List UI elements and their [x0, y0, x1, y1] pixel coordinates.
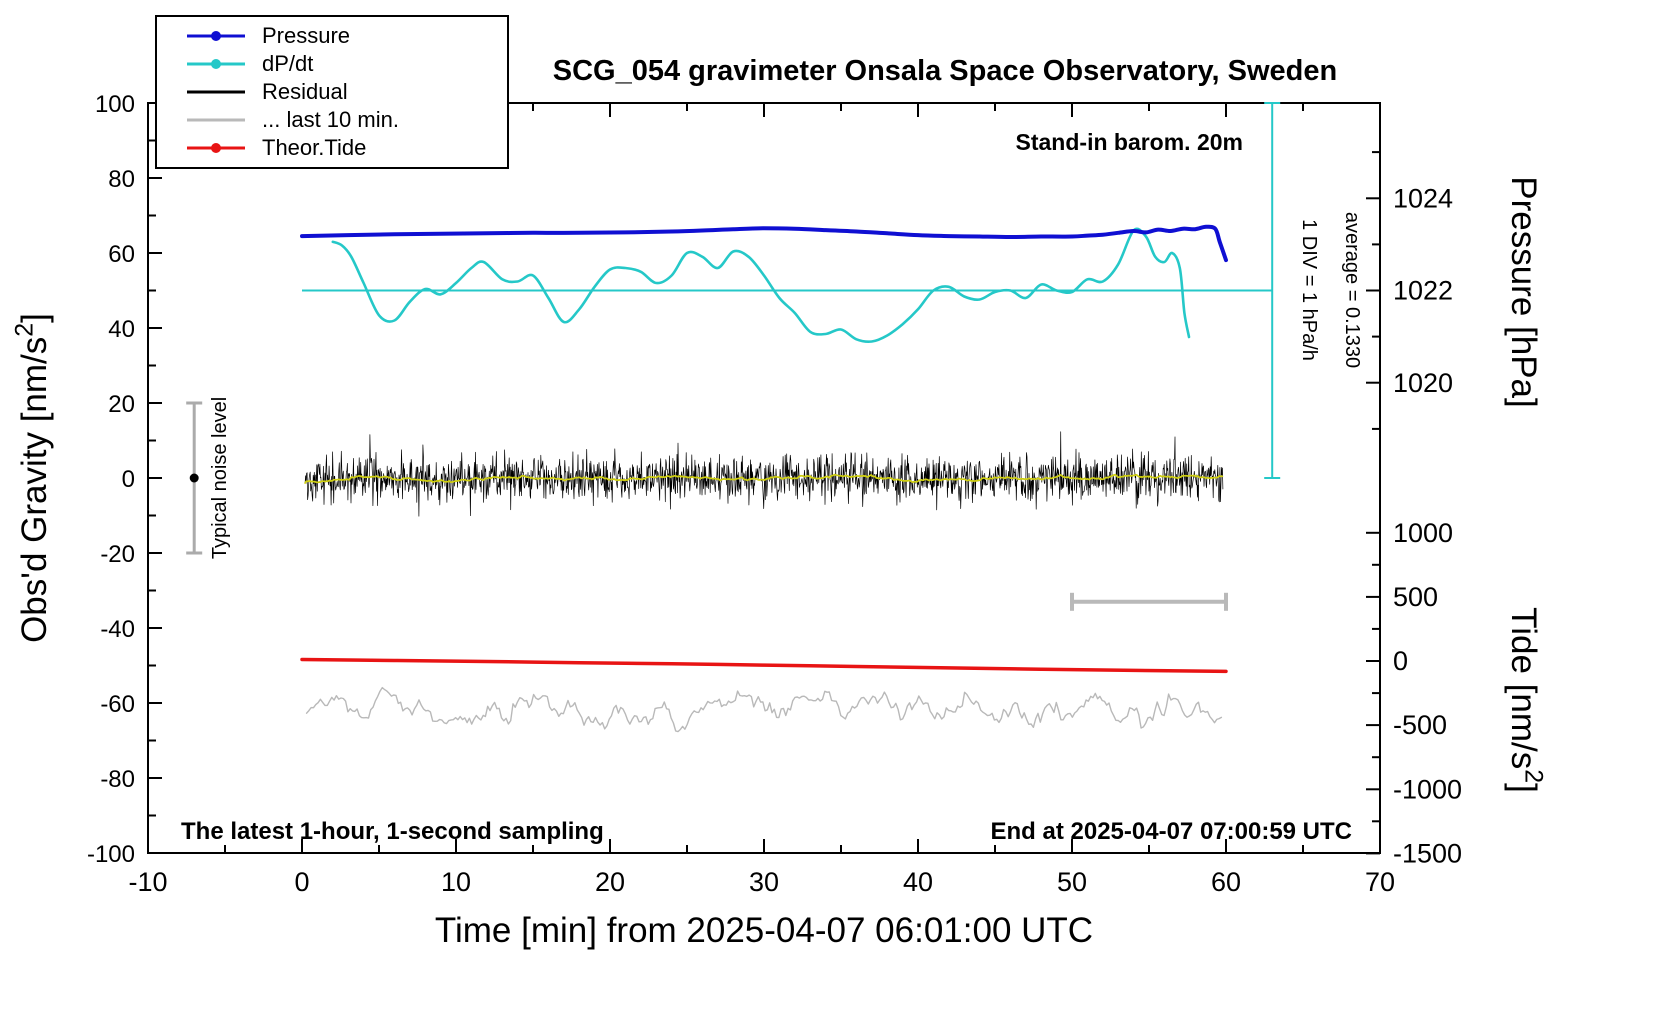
- tide-tick-label: 1000: [1393, 518, 1453, 548]
- gravity-tick-label: -100: [87, 841, 135, 868]
- labels-group: SCG_054 gravimeter Onsala Space Observat…: [11, 55, 1548, 950]
- legend-marker-dot: [211, 59, 221, 69]
- legend-label: Residual: [262, 79, 348, 104]
- series-dp-dt: [331, 227, 1191, 343]
- legend-item-dp-dt: dP/dt: [157, 51, 507, 78]
- legend-label: dP/dt: [262, 51, 314, 76]
- x-tick-label: 60: [1211, 867, 1241, 897]
- x-tick-label: 20: [595, 867, 625, 897]
- legend-item-residual: Residual: [157, 79, 507, 106]
- legend-swatch: [187, 142, 245, 154]
- gravity-tick-label: -60: [100, 691, 135, 718]
- markers-group: [186, 401, 1228, 611]
- pressure-tick-label: 1022: [1393, 276, 1453, 306]
- gravity-tick-label: 0: [122, 466, 135, 493]
- end-note: End at 2025-04-07 07:00:59 UTC: [991, 818, 1353, 845]
- pressure-tick-label: 1020: [1393, 368, 1453, 398]
- series-residual-filtered: [304, 473, 1224, 484]
- series-pressure: [300, 224, 1228, 263]
- legend-swatch: [187, 114, 245, 126]
- series-group: [300, 224, 1228, 733]
- legend-marker-dot: [211, 143, 221, 153]
- legend-swatch: [187, 58, 245, 70]
- tide-tick-label: 0: [1393, 646, 1408, 676]
- legend-swatch: [187, 86, 245, 98]
- legend-label: Theor.Tide: [262, 135, 367, 160]
- y-axis-label-tide: Tide [nm/s2]: [1504, 607, 1547, 793]
- tide-tick-label: -1000: [1393, 774, 1462, 804]
- legend-swatch: [187, 30, 245, 42]
- barometer-note: Stand-in barom. 20m: [1016, 129, 1243, 155]
- x-tick-label: 10: [441, 867, 471, 897]
- legend-label: ... last 10 min.: [262, 107, 399, 132]
- series-theor-tide: [300, 657, 1228, 674]
- series-residual: [304, 431, 1224, 517]
- legend-label: Pressure: [262, 23, 351, 48]
- x-tick-label: 40: [903, 867, 933, 897]
- noise-level-dot: [189, 473, 199, 483]
- x-tick-label: -10: [128, 867, 167, 897]
- sampling-note: The latest 1-hour, 1-second sampling: [181, 818, 604, 845]
- reference-lines-group: [302, 102, 1281, 479]
- gravity-tick-label: -80: [100, 766, 135, 793]
- x-tick-label: 0: [294, 867, 309, 897]
- legend-item-last-10-min: ... last 10 min.: [157, 107, 507, 134]
- gravity-tick-label: 80: [108, 166, 135, 193]
- axes-group: -10 0 10 20 30 40 50 60 70-100-80-60-40-20020406…: [87, 91, 1462, 897]
- series-last-10-min: [305, 686, 1223, 733]
- tide-tick-label: -1500: [1393, 838, 1462, 868]
- gravity-tick-label: 20: [108, 391, 135, 418]
- noise-level-label: Typical noise level: [209, 397, 231, 559]
- div-note: 1 DIV = 1 hPa/h: [1298, 219, 1320, 361]
- x-tick-label: 70: [1365, 867, 1395, 897]
- legend-item-pressure: Pressure: [157, 23, 507, 50]
- chart-title: SCG_054 gravimeter Onsala Space Observat…: [553, 55, 1337, 87]
- legend-marker-dot: [211, 31, 221, 41]
- tide-tick-label: 500: [1393, 582, 1438, 612]
- legend-item-theor-tide: Theor.Tide: [157, 135, 507, 162]
- tide-tick-label: -500: [1393, 710, 1447, 740]
- y-axis-label-pressure: Pressure [hPa]: [1504, 176, 1543, 408]
- gravity-tick-label: 40: [108, 316, 135, 343]
- x-tick-label: 50: [1057, 867, 1087, 897]
- pressure-tick-label: 1024: [1393, 183, 1453, 213]
- gravity-tick-label: -40: [100, 616, 135, 643]
- x-tick-label: 30: [749, 867, 779, 897]
- gravity-tick-label: 100: [95, 91, 135, 118]
- x-axis-label: Time [min] from 2025-04-07 06:01:00 UTC: [435, 911, 1093, 950]
- gravity-tick-label: 60: [108, 241, 135, 268]
- y-axis-label-gravity: Obs'd Gravity [nm/s2]: [11, 313, 54, 643]
- gravity-tick-label: -20: [100, 541, 135, 568]
- legend: Pressure dP/dt Residual ... last 10 min. The…: [155, 15, 509, 169]
- average-note: average = 0.1330: [1341, 212, 1363, 368]
